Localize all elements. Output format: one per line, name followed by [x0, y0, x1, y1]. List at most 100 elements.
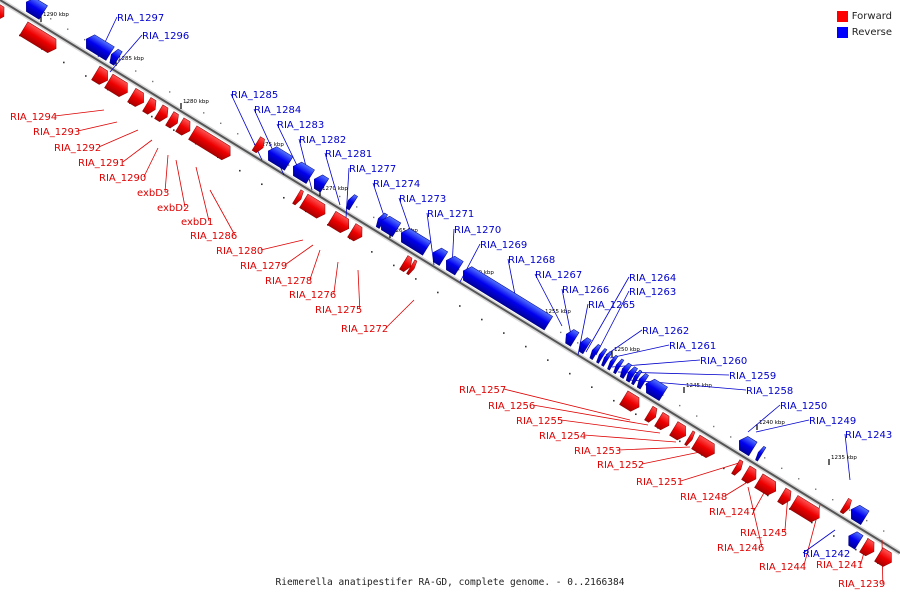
gene-label-ria-1268[interactable]: RIA_1268: [508, 255, 555, 266]
gene-label-ria-1270[interactable]: RIA_1270: [454, 225, 501, 236]
gene-arrow-ria-1247[interactable]: [754, 473, 780, 498]
gene-arrow-unlabeled-1[interactable]: [0, 3, 8, 23]
gene-arrow-ria-1239[interactable]: [874, 547, 896, 569]
gene-arrow-ria-1285[interactable]: [264, 144, 294, 171]
gene-label-ria-1297[interactable]: RIA_1297: [117, 13, 164, 24]
gene-arrow-ria-1258[interactable]: [642, 377, 668, 402]
gene-label-ria-1282[interactable]: RIA_1282: [299, 135, 346, 146]
gene-arrow-ria-1278[interactable]: [327, 210, 353, 235]
gene-label-ria-1243[interactable]: RIA_1243: [845, 430, 892, 441]
gene-label-ria-1290[interactable]: RIA_1290: [99, 173, 146, 184]
gene-label-ria-1260[interactable]: RIA_1260: [700, 356, 747, 367]
gene-arrow-ria-1279[interactable]: [299, 193, 330, 221]
gene-label-ria-1267[interactable]: RIA_1267: [535, 270, 582, 281]
gene-arrow-ria-1249[interactable]: [754, 445, 767, 462]
gene-arrow-exbd2[interactable]: [175, 117, 195, 138]
gene-label-ria-1241[interactable]: RIA_1241: [816, 560, 863, 571]
gene-label-ria-1277[interactable]: RIA_1277: [349, 164, 396, 175]
gene-arrow-ria-1286[interactable]: [251, 136, 267, 155]
gene-arrow-ria-1293[interactable]: [104, 73, 132, 99]
gene-label-ria-1265[interactable]: RIA_1265: [588, 300, 635, 311]
gene-arrow-ria-1241[interactable]: [859, 538, 879, 558]
gene-label-ria-1249[interactable]: RIA_1249: [809, 416, 856, 427]
gene-label-exbd3[interactable]: exbD3: [137, 188, 169, 199]
gene-arrow-ria-1290[interactable]: [154, 104, 172, 124]
gene-arrow-ria-1274[interactable]: [397, 226, 432, 256]
gene-label-ria-1257[interactable]: RIA_1257: [459, 385, 506, 396]
gene-arrow-ria-1266[interactable]: [595, 348, 608, 364]
gene-label-ria-1252[interactable]: RIA_1252: [597, 460, 644, 471]
gene-arrow-ria-1248[interactable]: [741, 465, 761, 486]
gene-arrow-ria-1257[interactable]: [619, 390, 644, 414]
gene-label-ria-1256[interactable]: RIA_1256: [488, 401, 535, 412]
gene-arrow-ria-1284[interactable]: [289, 159, 315, 184]
gene-arrow-ria-1280[interactable]: [292, 189, 306, 206]
gene-arrow-ria-1256[interactable]: [644, 405, 660, 424]
gene-arrow-ria-1277[interactable]: [377, 214, 402, 237]
gene-arrow-unlabeled-4[interactable]: [19, 21, 61, 56]
gene-label-ria-1293[interactable]: RIA_1293: [33, 127, 80, 138]
gene-arrow-ria-1283[interactable]: [310, 172, 330, 193]
gene-arrow-ria-1243[interactable]: [847, 503, 870, 525]
gene-arrow-exbd1[interactable]: [188, 125, 235, 163]
gene-arrow-ria-1275[interactable]: [399, 255, 415, 274]
gene-label-ria-1280[interactable]: RIA_1280: [216, 246, 263, 257]
gene-label-ria-1254[interactable]: RIA_1254: [539, 431, 586, 442]
gene-label-ria-1264[interactable]: RIA_1264: [629, 273, 676, 284]
gene-label-ria-1250[interactable]: RIA_1250: [780, 401, 827, 412]
gene-arrow-ria-1271[interactable]: [442, 254, 464, 276]
gene-arrow-exbd3[interactable]: [165, 111, 182, 130]
gene-label-ria-1272[interactable]: RIA_1272: [341, 324, 388, 335]
gene-label-ria-1285[interactable]: RIA_1285: [231, 90, 278, 101]
gene-label-ria-1258[interactable]: RIA_1258: [746, 386, 793, 397]
gene-label-ria-1273[interactable]: RIA_1273: [399, 194, 446, 205]
gene-arrow-ria-1264[interactable]: [606, 354, 619, 371]
gene-arrow-ria-1269[interactable]: [562, 327, 580, 347]
gene-arrow-ria-1253[interactable]: [684, 430, 697, 447]
gene-arrow-ria-1242[interactable]: [845, 529, 864, 550]
gene-arrow-ria-1259[interactable]: [635, 372, 649, 390]
gene-label-ria-1276[interactable]: RIA_1276: [289, 290, 336, 301]
gene-arrow-ria-1296[interactable]: [107, 48, 123, 66]
gene-label-ria-1239[interactable]: RIA_1239: [838, 579, 885, 590]
gene-label-ria-1255[interactable]: RIA_1255: [516, 416, 563, 427]
gene-label-ria-1266[interactable]: RIA_1266: [562, 285, 609, 296]
gene-arrow-ria-1246[interactable]: [777, 487, 795, 507]
gene-label-ria-1261[interactable]: RIA_1261: [669, 341, 716, 352]
gene-label-ria-1248[interactable]: RIA_1248: [680, 492, 727, 503]
gene-arrow-ria-1254[interactable]: [669, 421, 690, 443]
gene-arrow-ria-1270[interactable]: [459, 264, 554, 331]
gene-arrow-ria-1291[interactable]: [142, 97, 160, 117]
gene-arrow-ria-1282[interactable]: [344, 193, 358, 211]
gene-arrow-ria-1276[interactable]: [347, 223, 367, 244]
gene-label-ria-1292[interactable]: RIA_1292: [54, 143, 101, 154]
gene-arrow-ria-1252[interactable]: [691, 434, 719, 460]
gene-arrow-ria-1251[interactable]: [731, 459, 745, 477]
gene-label-exbd2[interactable]: exbD2: [157, 203, 189, 214]
gene-arrow-ria-1244[interactable]: [839, 497, 853, 515]
gene-label-ria-1262[interactable]: RIA_1262: [642, 326, 689, 337]
gene-label-ria-1242[interactable]: RIA_1242: [803, 549, 850, 560]
gene-arrow-unlabeled-0[interactable]: [22, 0, 48, 20]
gene-label-ria-1275[interactable]: RIA_1275: [315, 305, 362, 316]
gene-arrow-ria-1265[interactable]: [600, 351, 613, 367]
gene-label-ria-1291[interactable]: RIA_1291: [78, 158, 125, 169]
gene-arrow-ria-1297[interactable]: [82, 32, 115, 61]
gene-arrow-ria-1260[interactable]: [630, 369, 643, 386]
gene-arrow-ria-1245[interactable]: [789, 495, 824, 524]
gene-label-ria-1283[interactable]: RIA_1283: [277, 120, 324, 131]
gene-arrow-ria-1262[interactable]: [618, 362, 632, 379]
gene-arrow-ria-1261[interactable]: [624, 365, 638, 383]
gene-label-ria-1245[interactable]: RIA_1245: [740, 528, 787, 539]
gene-arrow-ria-1263[interactable]: [612, 358, 625, 375]
gene-label-exbd1[interactable]: exbD1: [181, 217, 213, 228]
gene-label-ria-1259[interactable]: RIA_1259: [729, 371, 776, 382]
gene-arrow-ria-1273[interactable]: [429, 246, 449, 266]
gene-label-ria-1296[interactable]: RIA_1296: [142, 31, 189, 42]
gene-arrow-ria-1250[interactable]: [735, 434, 758, 457]
gene-arrow-ria-1292[interactable]: [127, 87, 148, 109]
gene-label-ria-1271[interactable]: RIA_1271: [427, 209, 474, 220]
gene-label-ria-1284[interactable]: RIA_1284: [254, 105, 301, 116]
gene-label-ria-1294[interactable]: RIA_1294: [10, 112, 57, 123]
gene-label-ria-1286[interactable]: RIA_1286: [190, 231, 237, 242]
